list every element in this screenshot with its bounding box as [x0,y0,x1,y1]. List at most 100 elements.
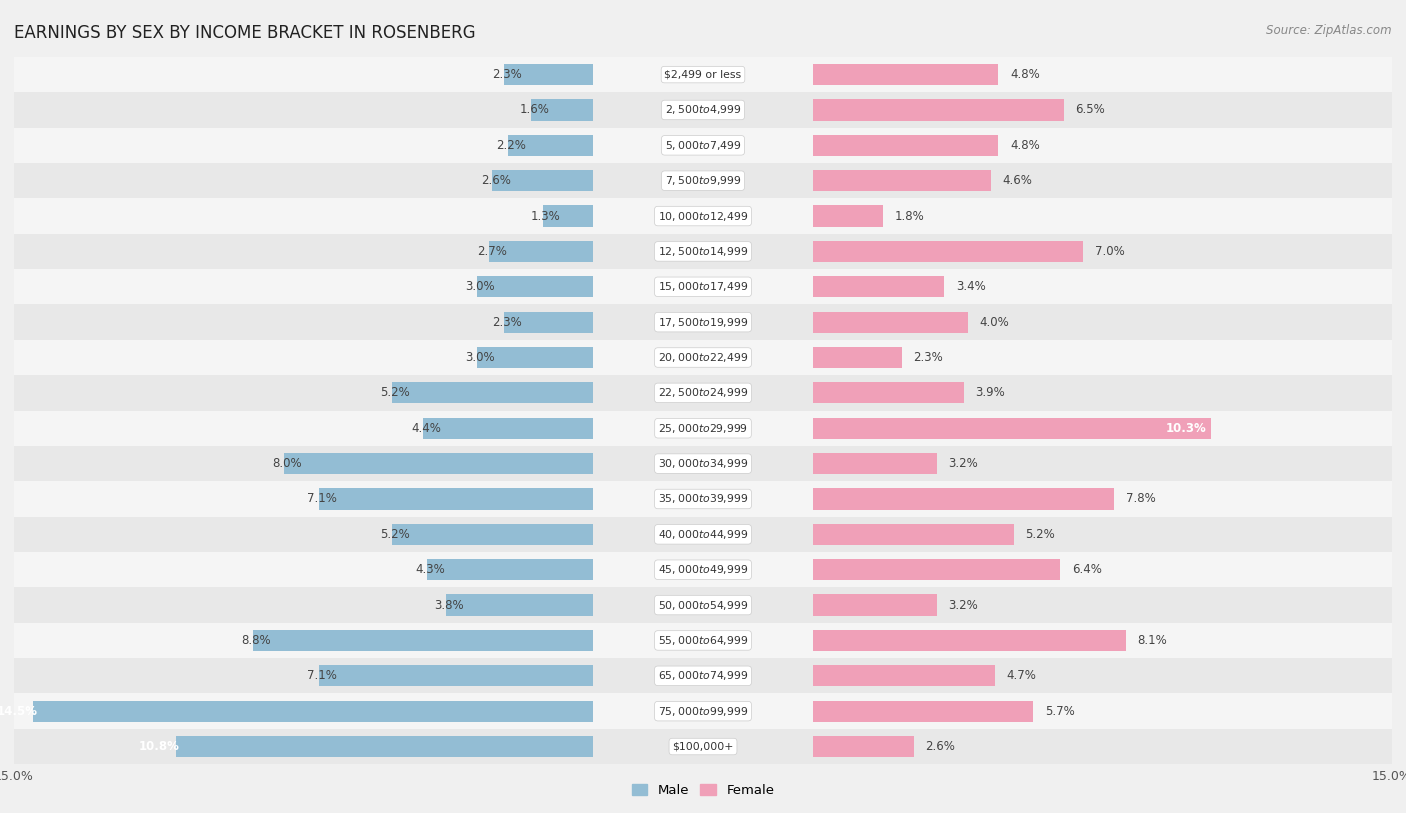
Text: 8.0%: 8.0% [273,457,302,470]
Text: $65,000 to $74,999: $65,000 to $74,999 [658,669,748,682]
Bar [813,269,1392,304]
Bar [14,411,593,446]
Bar [14,163,593,198]
Bar [14,304,593,340]
Text: 4.3%: 4.3% [415,563,446,576]
Bar [813,135,998,156]
Text: $35,000 to $39,999: $35,000 to $39,999 [658,493,748,506]
Bar [284,453,593,474]
Bar [14,693,593,729]
Bar [813,375,1392,411]
Text: $50,000 to $54,999: $50,000 to $54,999 [658,598,748,611]
Bar [593,623,813,658]
Text: 7.1%: 7.1% [308,669,337,682]
Bar [593,57,813,92]
Bar [813,623,1392,658]
Text: 2.3%: 2.3% [914,351,943,364]
Text: 6.4%: 6.4% [1071,563,1101,576]
Bar [813,57,1392,92]
Text: 2.7%: 2.7% [477,245,508,258]
Bar [593,659,813,693]
Text: 4.8%: 4.8% [1010,139,1040,152]
Bar [14,92,593,128]
Text: 3.8%: 3.8% [434,598,464,611]
Bar [813,418,1211,439]
Text: 2.6%: 2.6% [481,174,510,187]
Bar [446,594,593,615]
Bar [593,517,813,552]
Bar [319,665,593,686]
Bar [14,587,593,623]
Text: 4.7%: 4.7% [1007,669,1036,682]
Text: 14.5%: 14.5% [0,705,37,718]
Bar [253,630,593,651]
Bar [176,736,593,757]
Text: EARNINGS BY SEX BY INCOME BRACKET IN ROSENBERG: EARNINGS BY SEX BY INCOME BRACKET IN ROS… [14,24,475,42]
Text: 8.1%: 8.1% [1137,634,1167,647]
Bar [14,233,593,269]
Text: 1.8%: 1.8% [894,210,924,223]
Bar [813,163,1392,198]
Text: 3.2%: 3.2% [948,457,979,470]
Text: 5.2%: 5.2% [381,386,411,399]
Legend: Male, Female: Male, Female [626,779,780,802]
Bar [813,340,1392,375]
Text: 7.1%: 7.1% [308,493,337,506]
Text: 10.3%: 10.3% [1166,422,1206,435]
Bar [813,311,967,333]
Bar [477,276,593,298]
Bar [593,269,813,304]
Bar [593,375,813,411]
Bar [14,729,593,764]
Text: 6.5%: 6.5% [1076,103,1105,116]
Bar [813,206,883,227]
Text: 5.2%: 5.2% [1025,528,1054,541]
Bar [319,489,593,510]
Bar [593,128,813,163]
Text: $12,500 to $14,999: $12,500 to $14,999 [658,245,748,258]
Text: $2,499 or less: $2,499 or less [665,70,741,80]
Bar [813,736,914,757]
Text: 2.3%: 2.3% [492,68,522,81]
Bar [14,481,593,517]
Text: $5,000 to $7,499: $5,000 to $7,499 [665,139,741,152]
Bar [813,559,1060,580]
Bar [34,701,593,722]
Text: 10.8%: 10.8% [139,740,180,753]
Bar [813,481,1392,517]
Bar [813,693,1392,729]
Bar [813,552,1392,587]
Bar [14,517,593,552]
Bar [14,198,593,233]
Text: 3.0%: 3.0% [465,351,495,364]
Text: $40,000 to $44,999: $40,000 to $44,999 [658,528,748,541]
Text: 7.8%: 7.8% [1126,493,1156,506]
Bar [813,517,1392,552]
Bar [593,481,813,517]
Bar [813,446,1392,481]
Bar [14,623,593,658]
Text: 7.0%: 7.0% [1095,245,1125,258]
Bar [14,128,593,163]
Bar [14,57,593,92]
Bar [813,594,936,615]
Bar [543,206,593,227]
Text: 1.3%: 1.3% [531,210,561,223]
Text: 3.4%: 3.4% [956,280,986,293]
Bar [813,665,994,686]
Bar [593,92,813,128]
Bar [593,304,813,340]
Bar [14,269,593,304]
Text: $25,000 to $29,999: $25,000 to $29,999 [658,422,748,435]
Bar [813,128,1392,163]
Bar [813,99,1064,120]
Bar [423,418,593,439]
Bar [813,630,1126,651]
Bar [508,135,593,156]
Bar [813,170,991,191]
Text: 3.0%: 3.0% [465,280,495,293]
Bar [813,659,1392,693]
Bar [427,559,593,580]
Bar [813,92,1392,128]
Bar [489,241,593,262]
